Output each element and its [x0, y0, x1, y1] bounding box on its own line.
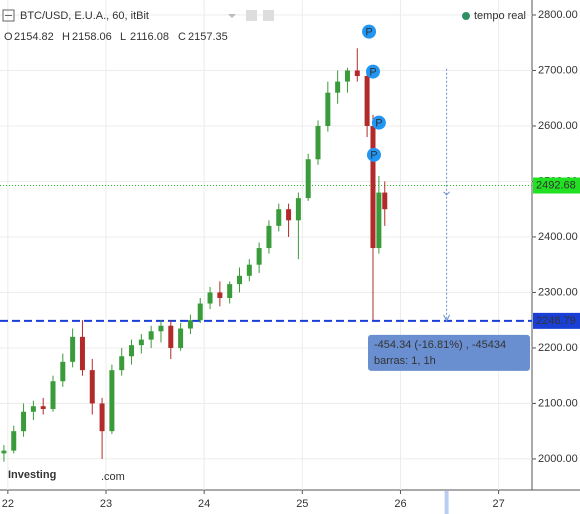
collapse-button	[2, 9, 15, 22]
marker-label: P	[365, 27, 372, 39]
measure-axis-highlight	[444, 491, 449, 514]
settings-icon	[263, 10, 274, 21]
candle-body	[148, 331, 154, 340]
y-tick-label: 2600.00	[538, 120, 578, 132]
ohlc-value: 2158.06	[72, 31, 112, 43]
candle-body	[376, 192, 382, 249]
y-tick-label: 2400.00	[538, 231, 578, 243]
x-tick-label: 22	[2, 498, 14, 510]
marker	[371, 115, 386, 130]
x-tick-label: 23	[100, 498, 112, 510]
candle-body	[335, 81, 341, 93]
y-tick-label: 2700.00	[538, 64, 578, 76]
x-tick-label: 25	[296, 498, 308, 510]
candle-body	[99, 403, 105, 432]
candle-body	[256, 248, 262, 265]
candle-body	[286, 209, 292, 221]
candle-body	[276, 209, 282, 226]
settings-icon	[246, 10, 257, 21]
ohlc-label: L	[120, 31, 126, 43]
ohlc-value: 2116.08	[130, 31, 169, 43]
title-dropdown	[228, 14, 236, 18]
candle-body	[266, 225, 272, 249]
candle-body	[138, 339, 144, 346]
candle-body	[40, 406, 46, 409]
candle-body	[246, 264, 252, 276]
candle-body	[30, 406, 36, 412]
price-label-box	[533, 177, 580, 194]
candle-body	[370, 125, 376, 249]
price-label: 2492.68	[536, 179, 576, 191]
candle-body	[197, 303, 203, 321]
marker-label: P	[375, 118, 382, 130]
candle-body	[1, 450, 7, 454]
candle-body	[305, 159, 311, 199]
candle-body	[129, 345, 135, 357]
x-tick-label: 27	[493, 498, 505, 510]
ohlc-label: O	[4, 31, 13, 43]
candle-body	[344, 70, 350, 82]
y-tick-label: 2800.00	[538, 9, 578, 21]
candle-body	[187, 320, 193, 329]
candle-body	[109, 370, 115, 432]
candle-body	[158, 325, 164, 332]
y-tick-label: 2300.00	[538, 286, 578, 298]
marker	[365, 64, 380, 79]
candle-body	[382, 192, 388, 210]
candle-body	[227, 284, 233, 298]
candle-body	[364, 76, 370, 126]
measure-box	[368, 334, 530, 371]
measure-arrow-mid	[443, 191, 450, 196]
measure-arrow-head	[443, 314, 451, 322]
candle-body	[354, 70, 360, 77]
candle-body	[295, 198, 301, 221]
measure-bars: barras: 1, 1h	[374, 355, 436, 367]
candle-body	[79, 336, 85, 371]
realtime-label: tempo real	[474, 10, 526, 22]
logo-suffix: .com	[101, 471, 125, 483]
ohlc-value: 2157.35	[188, 31, 228, 43]
y-tick-label: 2000.00	[538, 453, 578, 465]
realtime-dot	[462, 12, 470, 20]
marker	[366, 147, 381, 162]
candle-body	[11, 431, 17, 451]
logo-name: Investing	[8, 469, 56, 481]
x-tick-label: 24	[198, 498, 210, 510]
ohlc-label: C	[178, 31, 186, 43]
x-tick-label: 26	[394, 498, 406, 510]
candle-body	[325, 92, 331, 126]
candle-body	[178, 328, 184, 348]
price-label-box	[533, 312, 580, 329]
candle-body	[119, 356, 125, 371]
ohlc-label: H	[62, 31, 70, 43]
candle-body	[70, 336, 76, 362]
candle-body	[50, 381, 56, 409]
candle-body	[207, 292, 213, 304]
y-tick-label: 2200.00	[538, 342, 578, 354]
candle-body	[21, 411, 27, 432]
y-tick-label: 2100.00	[538, 397, 578, 409]
ohlc-value: 2154.82	[14, 31, 54, 43]
chart-title: BTC/USD, E.U.A., 60, itBit	[20, 10, 149, 22]
candle-body	[217, 292, 223, 298]
candle-body	[168, 325, 174, 348]
marker-label: P	[369, 66, 376, 78]
marker-label: P	[370, 150, 377, 162]
candle-body	[89, 370, 95, 404]
candle-body	[315, 125, 321, 160]
marker	[362, 24, 377, 39]
candle-body	[236, 275, 242, 285]
price-label: 2248.79	[536, 315, 576, 327]
candle-body	[60, 361, 66, 382]
measure-text: -454.34 (-16.81%) , -45434	[374, 339, 506, 351]
